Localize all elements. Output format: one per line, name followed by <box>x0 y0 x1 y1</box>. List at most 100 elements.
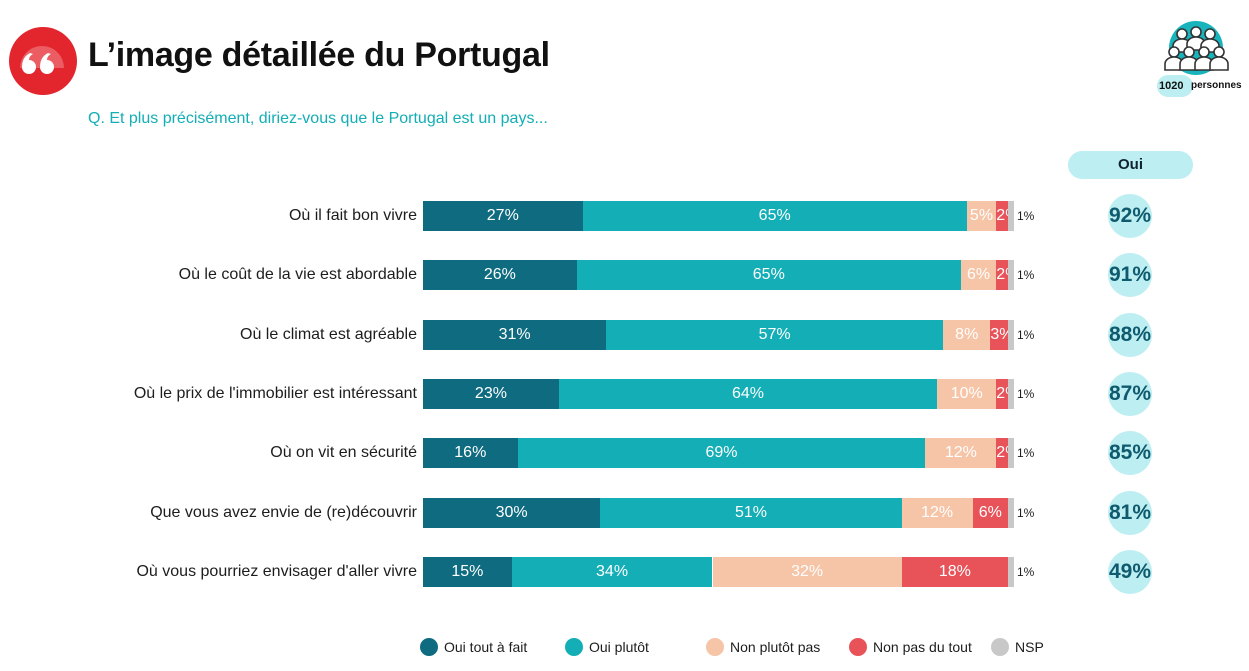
data-label: 23% <box>474 385 507 402</box>
category-label: Où le coût de la vie est abordable <box>178 266 417 283</box>
legend-item-nsp: NSP <box>991 636 1044 658</box>
data-label: 15% <box>451 563 484 580</box>
bar-segment-non-pas-du-tout: 2% <box>996 438 1019 468</box>
category-label: Où le climat est agréable <box>240 326 417 343</box>
legend-item-non-pas-du-tout: Non pas du tout <box>849 636 972 658</box>
legend-label: Oui tout à fait <box>444 639 528 655</box>
bar-segment-non-plutot-pas: 8% <box>943 320 991 350</box>
legend-swatch <box>991 638 1009 656</box>
data-label-nsp: 1% <box>1017 328 1035 342</box>
bar-segment-non-pas-du-tout: 3% <box>990 320 1014 350</box>
data-label: 64% <box>731 385 764 402</box>
bar-segment-non-pas-du-tout: 6% <box>972 498 1009 528</box>
data-label: 69% <box>705 444 738 461</box>
total-oui-value: 88% <box>1108 323 1152 346</box>
data-label: 12% <box>921 504 954 521</box>
bar-segment-oui-plutot: 51% <box>600 498 902 528</box>
data-label: 32% <box>791 563 824 580</box>
bar-segment-oui-plutot: 34% <box>511 557 713 587</box>
data-label: 51% <box>734 504 767 521</box>
bar-segment-non-pas-du-tout: 2% <box>996 379 1019 409</box>
bar-segment-non-pas-du-tout: 18% <box>901 557 1009 587</box>
question-text: Q. Et plus précisément, diriez-vous que … <box>88 110 548 127</box>
bar-segment-non-plutot-pas: 6% <box>960 260 997 290</box>
category-label: Où le prix de l'immobilier est intéressa… <box>133 385 417 402</box>
legend-swatch <box>565 638 583 656</box>
total-bubble <box>1108 550 1152 594</box>
total-bubble <box>1108 431 1152 475</box>
bar-segment-nsp <box>1008 498 1014 528</box>
total-bubble <box>1108 253 1152 297</box>
bar-segment-oui-plutot: 64% <box>558 379 938 409</box>
total-oui-value: 92% <box>1108 204 1152 227</box>
data-label: 5% <box>969 207 994 224</box>
bar-segment-non-plutot-pas: 10% <box>937 379 997 409</box>
total-oui-value: 85% <box>1108 441 1152 464</box>
people-group-icon <box>1157 21 1229 97</box>
legend-item-oui-plutot: Oui plutôt <box>565 636 649 658</box>
legend-swatch <box>849 638 867 656</box>
bar-segment-oui-tout-a-fait: 30% <box>423 498 601 528</box>
data-label: 6% <box>978 504 1002 521</box>
bar-segment-non-plutot-pas: 12% <box>925 438 997 468</box>
total-bubble <box>1108 372 1152 416</box>
bar-segment-nsp <box>1008 320 1014 350</box>
bar-segment-non-pas-du-tout: 2% <box>996 201 1019 231</box>
data-label: 27% <box>486 207 519 224</box>
bar-segment-oui-tout-a-fait: 26% <box>423 260 577 290</box>
data-label-nsp: 1% <box>1017 387 1035 401</box>
bar-segment-oui-plutot: 69% <box>517 438 926 468</box>
legend-label: Non plutôt pas <box>730 639 821 655</box>
category-label: Où on vit en sécurité <box>270 444 417 461</box>
data-label: 18% <box>938 563 971 580</box>
legend-item-non-plutot-pas: Non plutôt pas <box>706 636 820 658</box>
data-label-nsp: 1% <box>1017 268 1035 282</box>
total-oui-header: Oui <box>1068 151 1193 179</box>
total-oui-value: 91% <box>1108 263 1152 286</box>
total-oui-value: 87% <box>1108 382 1152 405</box>
legend-swatch <box>706 638 724 656</box>
data-label: 10% <box>950 385 983 402</box>
data-label-nsp: 1% <box>1017 506 1035 520</box>
bar-segment-non-plutot-pas: 32% <box>712 557 902 587</box>
total-bubble <box>1108 313 1152 357</box>
total-bubble <box>1108 194 1152 238</box>
data-label: 3% <box>990 326 1014 343</box>
bar-segment-oui-plutot: 57% <box>606 320 944 350</box>
data-label: 34% <box>596 563 629 580</box>
data-label-nsp: 1% <box>1017 565 1035 579</box>
legend-swatch <box>420 638 438 656</box>
category-label: Où vous pourriez envisager d'aller vivre <box>136 563 417 580</box>
legend-item-oui-tout-a-fait: Oui tout à fait <box>420 636 527 658</box>
data-label: 26% <box>483 266 516 283</box>
total-oui-value: 81% <box>1108 501 1152 524</box>
bar-segment-non-plutot-pas: 12% <box>901 498 973 528</box>
page-title: L’image détaillée du Portugal <box>88 36 550 74</box>
sample-unit: personnes <box>1191 80 1242 91</box>
data-label: 65% <box>752 266 785 283</box>
bar-segment-oui-tout-a-fait: 27% <box>423 201 583 231</box>
bar-segment-nsp <box>1008 557 1014 587</box>
bar-segment-oui-tout-a-fait: 23% <box>423 379 559 409</box>
bar-segment-oui-tout-a-fait: 31% <box>423 320 607 350</box>
data-label: 30% <box>495 504 528 521</box>
bar-segment-oui-tout-a-fait: 16% <box>423 438 518 468</box>
data-label: 12% <box>944 444 977 461</box>
data-label: 8% <box>955 326 979 343</box>
data-label-nsp: 1% <box>1017 209 1035 223</box>
legend-label: Non pas du tout <box>873 639 972 655</box>
legend-label: NSP <box>1015 639 1044 655</box>
total-oui-value: 49% <box>1108 560 1152 583</box>
legend-label: Oui plutôt <box>589 639 649 655</box>
category-label: Que vous avez envie de (re)découvrir <box>150 504 417 521</box>
bar-segment-oui-plutot: 65% <box>582 201 967 231</box>
data-label: 16% <box>454 444 487 461</box>
data-label: 31% <box>498 326 531 343</box>
bar-segment-nsp <box>1008 260 1014 290</box>
data-label: 65% <box>758 207 791 224</box>
total-bubble <box>1108 491 1152 535</box>
bar-segment-nsp <box>1008 379 1014 409</box>
category-label: Où il fait bon vivre <box>288 207 417 224</box>
bar-segment-nsp <box>1008 438 1014 468</box>
quote-icon <box>9 27 77 95</box>
